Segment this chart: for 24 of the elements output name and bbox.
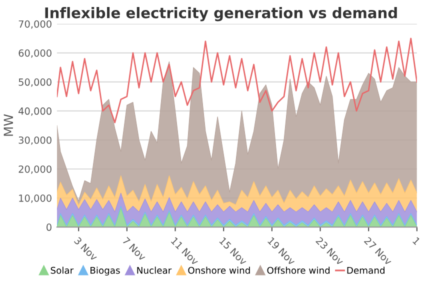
y-tick-label: 10,000	[19, 194, 52, 203]
y-tick-label: 30,000	[18, 136, 52, 145]
x-tick-label: 19 Nov	[267, 236, 296, 266]
y-tick-label: 0	[46, 224, 52, 231]
legend-label: Biogas	[90, 266, 120, 276]
legend-label: Solar	[50, 266, 74, 274]
y-tick-label: 20,000	[18, 165, 52, 174]
legend-label: Offshore wind	[267, 266, 330, 274]
y-tick-label: 50,000	[18, 78, 52, 87]
x-tick-label: 11 Nov	[170, 237, 200, 266]
x-tick-label: 23 Nov	[315, 236, 344, 266]
y-tick-label: 70,000	[18, 20, 52, 29]
legend-label: Demand	[347, 266, 384, 274]
x-tick-label: 1	[412, 237, 420, 246]
legend-label: Onshore wind	[188, 266, 250, 274]
x-tick-label: 3 Nov	[74, 236, 98, 262]
x-tick-label: 7 Nov	[122, 236, 146, 262]
x-tick-label: 15 Nov	[219, 237, 248, 266]
legend-label: Nuclear	[137, 266, 172, 274]
chart-title: Inflexible electricity generation vs demand	[45, 7, 397, 22]
y-axis-title: MW	[4, 114, 13, 136]
y-tick-label: 60,000	[18, 49, 52, 58]
y-tick-label: 40,000	[18, 107, 52, 116]
x-tick-label: 27 Nov	[364, 236, 393, 266]
